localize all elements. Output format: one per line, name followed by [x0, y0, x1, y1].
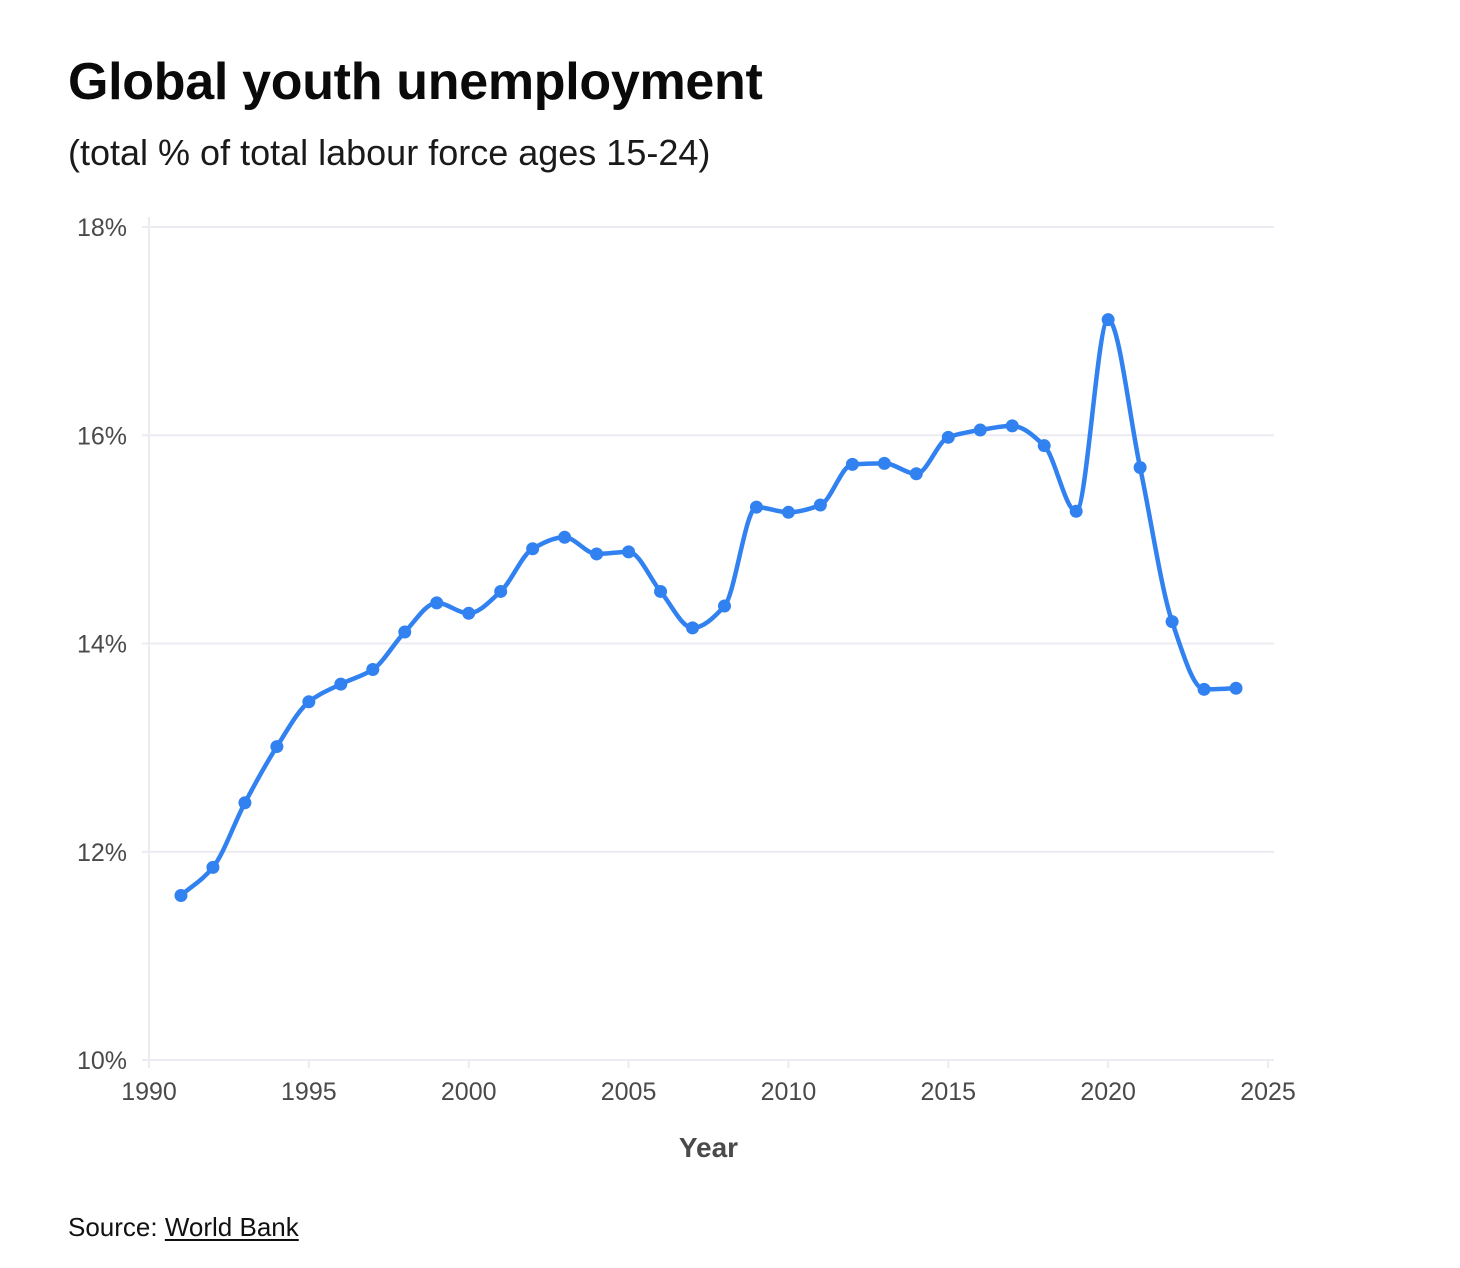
x-tick-label: 1990: [121, 1078, 177, 1106]
data-point-2019: [1069, 504, 1083, 518]
x-tick-label: 2010: [761, 1078, 817, 1106]
line-chart: 10% 12% 14% 16% 18% 1990 1995 2000 2005 2010 2015…: [77, 214, 1296, 1163]
data-point-2011: [813, 498, 827, 512]
y-tick-label: 10%: [77, 1047, 127, 1075]
data-point-2007: [686, 621, 700, 635]
data-point-1996: [334, 677, 348, 691]
series-line: [178, 317, 1239, 898]
source-link[interactable]: World Bank: [164, 1212, 299, 1242]
data-point-2015: [941, 430, 955, 444]
x-tick-label: 2000: [441, 1078, 497, 1106]
y-axis-tick-labels: 10% 12% 14% 16% 18%: [77, 214, 127, 1075]
x-tick-label: 1995: [281, 1078, 337, 1106]
y-tick-label: 14%: [77, 631, 127, 659]
data-point-2021: [1133, 461, 1147, 475]
data-point-2002: [526, 542, 540, 556]
data-point-1992: [206, 860, 220, 874]
data-point-2009: [749, 500, 763, 514]
data-point-2003: [558, 530, 572, 544]
data-point-2022: [1165, 615, 1179, 629]
data-point-2008: [717, 599, 731, 613]
x-axis-title: Year: [679, 1132, 738, 1163]
data-point-2010: [781, 505, 795, 519]
data-point-1999: [430, 596, 444, 610]
data-point-2000: [462, 606, 476, 620]
chart-axes: [148, 217, 1269, 1068]
data-point-2023: [1197, 682, 1211, 696]
data-point-2018: [1037, 439, 1051, 453]
data-point-2024: [1229, 681, 1243, 695]
x-tick-label: 2015: [920, 1078, 976, 1106]
data-point-2020: [1101, 313, 1115, 327]
data-point-2016: [973, 423, 987, 437]
chart-subtitle: (total % of total labour force ages 15-2…: [68, 132, 711, 173]
data-point-1994: [270, 740, 284, 754]
data-point-1998: [398, 625, 412, 639]
data-point-1995: [302, 695, 316, 709]
data-point-1991: [174, 888, 188, 902]
y-tick-label: 18%: [77, 214, 127, 242]
data-point-2013: [877, 456, 891, 470]
data-point-1997: [366, 663, 380, 677]
source-prefix: Source:: [68, 1212, 165, 1242]
data-points: [174, 313, 1243, 902]
data-point-2001: [494, 584, 508, 598]
x-tick-label: 2025: [1240, 1078, 1296, 1106]
data-point-2014: [909, 467, 923, 481]
gridlines: [142, 226, 1274, 1061]
data-point-2006: [654, 584, 668, 598]
y-tick-label: 16%: [77, 422, 127, 450]
data-point-2005: [622, 545, 636, 559]
page-title: Global youth unemployment: [68, 53, 763, 111]
data-point-2012: [845, 457, 859, 471]
x-tick-label: 2020: [1080, 1078, 1136, 1106]
data-point-1993: [238, 796, 252, 810]
x-tick-label: 2005: [601, 1078, 657, 1106]
source-note: Source: World Bank: [68, 1212, 299, 1243]
data-point-2004: [590, 547, 604, 561]
data-point-2017: [1005, 419, 1019, 433]
x-axis-tick-labels: 1990 1995 2000 2005 2010 2015 2020 2025: [121, 1078, 1296, 1106]
y-tick-label: 12%: [77, 839, 127, 867]
